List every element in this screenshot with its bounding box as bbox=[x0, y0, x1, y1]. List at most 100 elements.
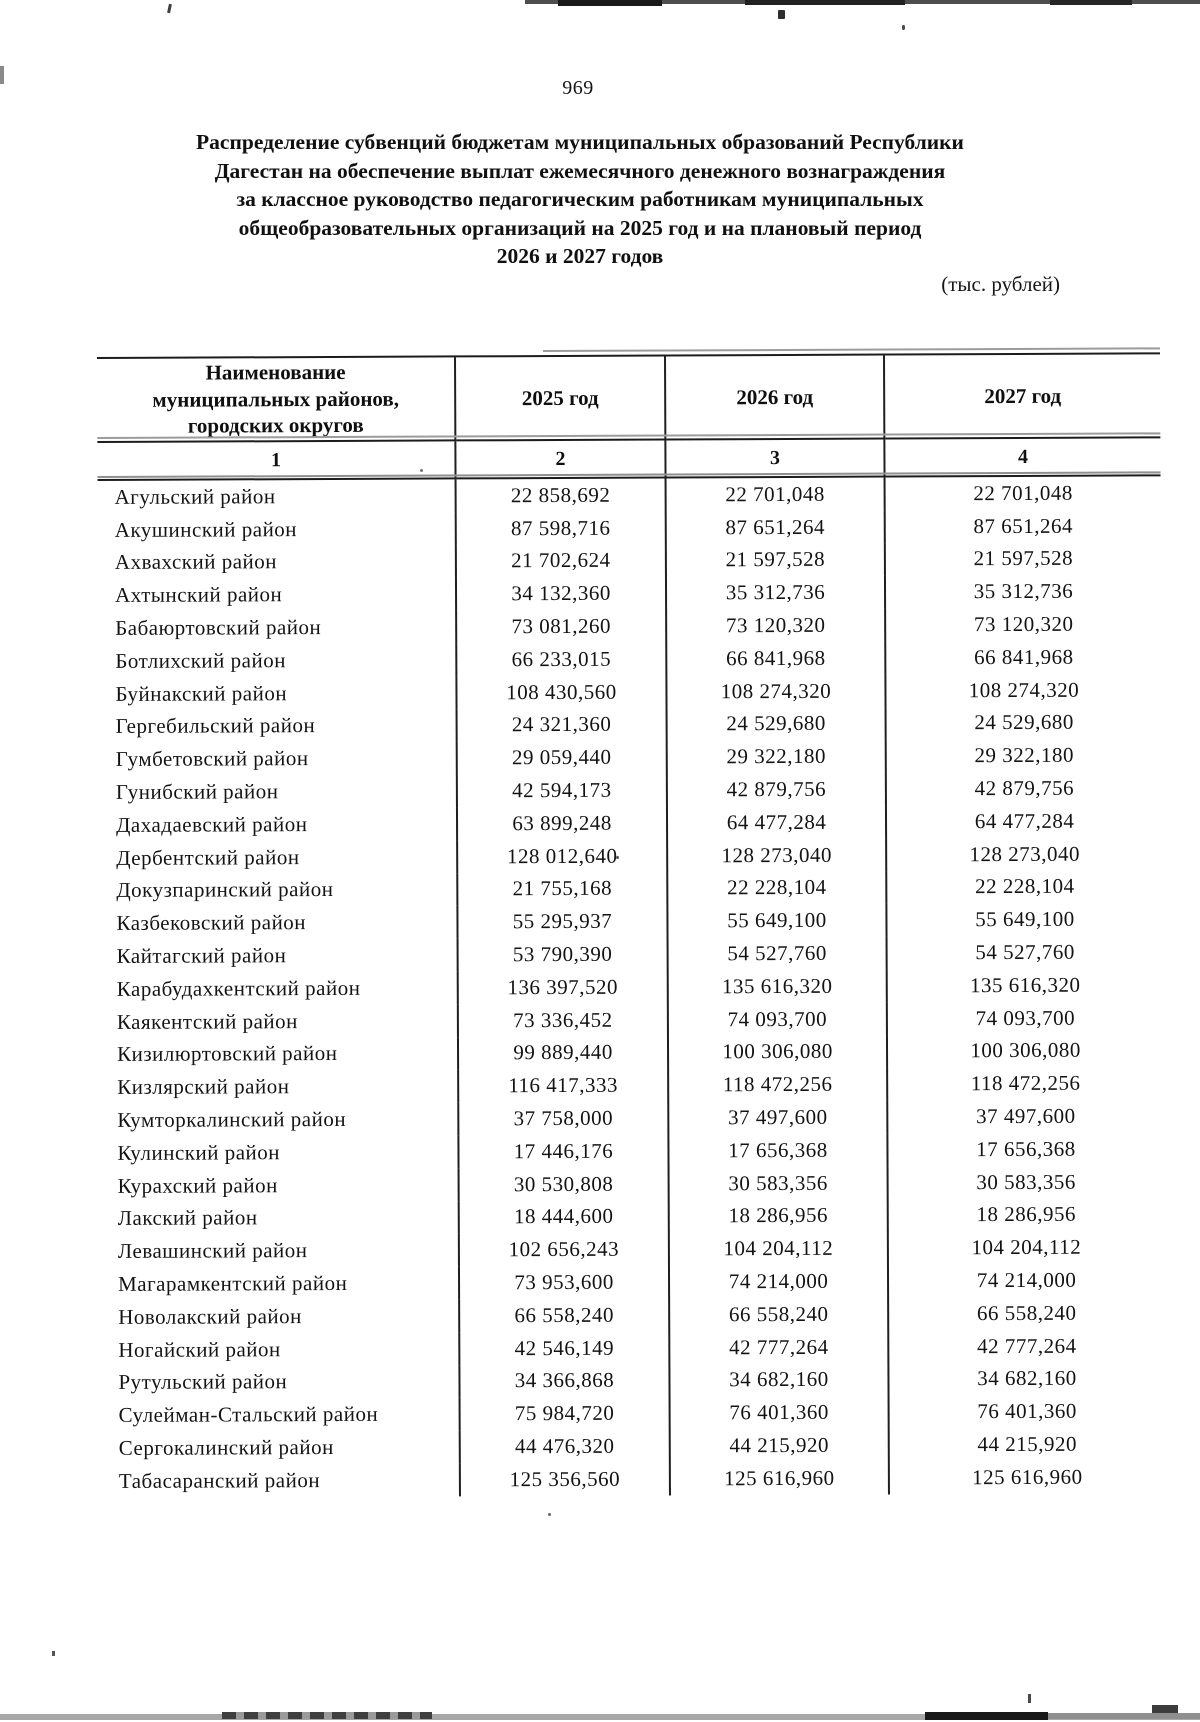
table-row: Рутульский район 34 366,868 34 682,160 34 6… bbox=[101, 1361, 1165, 1399]
district-name-cell: Новолакский район bbox=[118, 1303, 302, 1329]
document-title: Распределение субвенций бюджетам муницип… bbox=[75, 128, 1085, 271]
table-row: Лакский район 18 444,600 18 286,956 18 286,… bbox=[101, 1197, 1164, 1235]
table-row: Ногайский район 42 546,149 42 777,264 42 77… bbox=[101, 1329, 1165, 1366]
table-row: Курахский район 30 530,808 30 583,356 30 58… bbox=[101, 1165, 1164, 1202]
table-row: Левашинский район 102 656,243 104 204,112 1… bbox=[101, 1230, 1164, 1268]
amount-cell: 125 616,960 bbox=[669, 1461, 889, 1496]
amount-cell: 17 656,368 bbox=[887, 1132, 1164, 1167]
amount-cell: 104 204,112 bbox=[668, 1231, 888, 1266]
amount-cell: 55 295,937 bbox=[457, 904, 668, 939]
scan-artifact-bottom-blob bbox=[925, 1712, 1048, 1720]
page-number: 969 bbox=[562, 77, 594, 99]
table-body: Агульский район 22 858,692 22 701,048 22 70… bbox=[98, 475, 1165, 1497]
column-number: 2 bbox=[455, 439, 666, 479]
amount-cell: 125 616,960 bbox=[888, 1460, 1165, 1495]
amount-cell: 18 444,600 bbox=[458, 1200, 669, 1234]
table-row: Кизилюртовский район 99 889,440 100 306,08… bbox=[100, 1033, 1164, 1071]
scan-artifact-speck bbox=[1028, 1694, 1031, 1703]
district-name-cell: Дахадаевский район bbox=[115, 811, 308, 837]
scan-artifact-top-blob bbox=[1050, 0, 1132, 5]
amount-cell: 66 233,015 bbox=[456, 642, 667, 677]
amount-cell: 22 701,048 bbox=[884, 475, 1161, 511]
table-row: Кулинский район 17 446,176 17 656,368 17 65… bbox=[100, 1132, 1164, 1169]
table-row: Ахвахский район 21 702,624 21 597,528 21 59… bbox=[98, 541, 1161, 579]
amount-cell: 66 841,968 bbox=[666, 641, 886, 676]
amount-cell: 44 476,320 bbox=[459, 1429, 670, 1464]
district-name-cell: Карабудахкентский район bbox=[116, 975, 361, 1001]
amount-cell: 66 841,968 bbox=[885, 640, 1162, 675]
amount-cell: 29 059,440 bbox=[456, 740, 667, 775]
district-name-cell: Ахвахский район bbox=[114, 549, 278, 575]
scan-artifact-speck bbox=[616, 856, 619, 859]
scan-artifact-speck bbox=[52, 1651, 55, 1656]
district-name-cell: Лакский район bbox=[117, 1205, 258, 1231]
table-row: Магарамкентский район 73 953,600 74 214,00… bbox=[101, 1263, 1165, 1300]
amount-cell: 29 322,180 bbox=[666, 739, 886, 774]
amount-cell: 100 306,080 bbox=[886, 1033, 1164, 1068]
district-name-cell: Левашинский район bbox=[117, 1238, 308, 1264]
amount-cell: 22 701,048 bbox=[665, 476, 885, 512]
title-line: Распределение субвенций бюджетам муницип… bbox=[196, 130, 964, 154]
district-name-cell: Ботлихский район bbox=[115, 648, 286, 673]
amount-cell: 108 274,320 bbox=[885, 673, 1162, 708]
table-row: Акушинский район 87 598,716 87 651,264 87 6… bbox=[98, 509, 1161, 546]
amount-cell: 22 858,692 bbox=[455, 477, 666, 513]
amount-cell: 37 497,600 bbox=[668, 1100, 888, 1135]
amount-cell: 116 417,333 bbox=[458, 1068, 669, 1103]
amount-cell: 42 594,173 bbox=[456, 773, 667, 808]
amount-cell: 24 529,680 bbox=[666, 707, 886, 741]
amount-cell: 73 336,452 bbox=[457, 1003, 668, 1037]
table-row: Бабаюртовский район 73 081,260 73 120,320 7… bbox=[98, 607, 1162, 645]
table-row: Ботлихский район 66 233,015 66 841,968 66 8… bbox=[98, 640, 1162, 677]
amount-cell: 55 649,100 bbox=[886, 902, 1163, 937]
amount-cell: 24 529,680 bbox=[885, 705, 1162, 740]
amount-cell: 42 777,264 bbox=[888, 1329, 1165, 1364]
scan-artifact-top-blob bbox=[558, 0, 662, 6]
district-name-cell: Гергебильский район bbox=[115, 713, 316, 739]
scan-artifact-bottom-band bbox=[1048, 1713, 1200, 1719]
amount-cell: 128 273,040 bbox=[667, 838, 887, 873]
district-name-cell: Кизлярский район bbox=[117, 1074, 290, 1100]
title-line: за классное руководство педагогическим р… bbox=[236, 187, 924, 212]
amount-cell: 135 616,320 bbox=[667, 969, 887, 1004]
district-name-cell: Агульский район bbox=[114, 484, 276, 509]
district-name-cell: Казбековский район bbox=[116, 910, 307, 936]
amount-cell: 100 306,080 bbox=[667, 1035, 888, 1069]
district-name-cell: Кулинский район bbox=[117, 1140, 281, 1165]
amount-cell: 108 430,560 bbox=[456, 675, 667, 710]
subventions-table-wrap: Наименование муниципальных районов, горо… bbox=[97, 347, 1165, 1497]
amount-cell: 87 598,716 bbox=[455, 511, 666, 546]
scan-artifact-speck bbox=[420, 469, 423, 472]
district-name-cell: Кайтагский район bbox=[116, 943, 287, 968]
scan-artifact-speck bbox=[902, 25, 905, 30]
subventions-table: Наименование муниципальных районов, горо… bbox=[97, 352, 1165, 1497]
amount-cell: 74 093,700 bbox=[886, 1001, 1163, 1036]
amount-cell: 34 682,160 bbox=[669, 1363, 889, 1397]
table-row: Кизлярский район 116 417,333 118 472,256 11… bbox=[100, 1066, 1164, 1104]
scan-artifact-left-edge bbox=[0, 66, 4, 84]
amount-cell: 18 286,956 bbox=[668, 1199, 888, 1233]
district-name-cell: Ахтынский район bbox=[114, 582, 283, 608]
scan-artifact-bottom-dashes bbox=[222, 1712, 432, 1719]
amount-cell: 66 558,240 bbox=[669, 1297, 889, 1332]
amount-cell: 30 530,808 bbox=[458, 1167, 669, 1201]
header-year-2027: 2027 год bbox=[883, 353, 1161, 439]
table-row: Гунибский район 42 594,173 42 879,756 42 87… bbox=[99, 771, 1162, 809]
table-row: Табасаранский район 125 356,560 125 616,96… bbox=[102, 1460, 1165, 1497]
table-row: Докузпаринский район 21 755,168 22 228,104… bbox=[99, 869, 1163, 907]
amount-cell: 42 879,756 bbox=[885, 771, 1162, 806]
district-name-cell: Гунибский район bbox=[115, 779, 279, 804]
amount-cell: 54 527,760 bbox=[886, 935, 1163, 970]
title-line: 2026 и 2027 годов bbox=[496, 244, 664, 269]
amount-cell: 76 401,360 bbox=[888, 1394, 1165, 1429]
amount-cell: 74 214,000 bbox=[668, 1264, 889, 1299]
amount-cell: 18 286,956 bbox=[887, 1197, 1164, 1232]
district-name-cell: Бабаюртовский район bbox=[115, 615, 322, 641]
amount-cell: 53 790,390 bbox=[457, 937, 668, 972]
table-row: Гергебильский район 24 321,360 24 529,680 2… bbox=[99, 705, 1162, 743]
amount-cell: 87 651,264 bbox=[665, 510, 885, 545]
district-name-cell: Рутульский район bbox=[118, 1369, 288, 1395]
amount-cell: 104 204,112 bbox=[887, 1230, 1164, 1265]
scan-ghost-line bbox=[543, 347, 1160, 352]
table-row: Кайтагский район 53 790,390 54 527,760 54 5… bbox=[100, 935, 1163, 973]
